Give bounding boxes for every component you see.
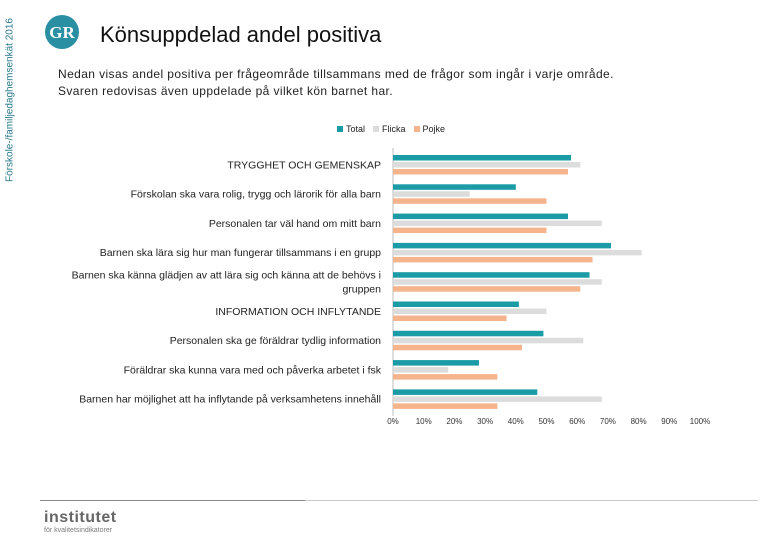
bar-total-1 (393, 184, 516, 190)
bar-flicka-0 (393, 162, 581, 168)
x-tick-label-9: 90% (661, 417, 677, 426)
legend-total: Total (337, 124, 365, 134)
footer-brand: institutet (44, 509, 117, 526)
bar-flicka-8 (393, 396, 602, 402)
legend-pojke: Pojke (413, 124, 446, 134)
page-title: Könsuppdelad andel positiva (100, 22, 382, 47)
bar-pojke-5 (393, 315, 507, 321)
category-label-4: Barnen ska känna glädjen av att lära sig… (72, 269, 381, 281)
legend-label-flicka: Flicka (382, 124, 406, 134)
page-subtitle: Nedan visas andel positiva per frågeområ… (58, 66, 738, 100)
bar-flicka-3 (393, 249, 642, 256)
bar-flicka-5 (393, 308, 547, 314)
bar-pojke-0 (393, 169, 568, 175)
footer-divider (40, 500, 758, 501)
x-tick-label-3: 30% (477, 417, 493, 426)
legend-label-pojke: Pojke (422, 124, 446, 134)
gr-logo-text: GR (49, 23, 75, 42)
bar-pojke-8 (393, 403, 498, 409)
bar-total-6 (393, 330, 544, 337)
legend-flicka: Flicka (373, 124, 406, 134)
bar-pojke-3 (393, 256, 593, 263)
bar-flicka-6 (393, 337, 584, 344)
legend-swatch-flicka (373, 126, 380, 132)
category-label-1: Förskolan ska vara rolig, trygg och läro… (131, 189, 382, 201)
bar-total-2 (393, 213, 568, 220)
bar-pojke-2 (393, 227, 547, 234)
legend-swatch-pojke (413, 126, 420, 132)
x-tick-label-0: 0% (387, 417, 399, 426)
gr-logo: GR (45, 15, 79, 49)
institutet-logo: institutet för kvalitetsindikatorer (44, 510, 117, 535)
bar-total-4 (393, 272, 590, 278)
bar-flicka-4 (393, 279, 602, 285)
x-tick-label-6: 60% (569, 417, 585, 426)
bar-pojke-4 (393, 286, 581, 292)
x-tick-label-4: 40% (508, 417, 524, 426)
category-label-4-line-1: gruppen (342, 283, 381, 295)
category-label-3: Barnen ska lära sig hur man fungerar til… (100, 247, 381, 259)
category-label-0: TRYGGHET OCH GEMENSKAP (227, 159, 381, 171)
footer-sub: för kvalitetsindikatorer (44, 527, 113, 534)
legend-label-total: Total (346, 124, 366, 134)
bar-pojke-1 (393, 198, 547, 204)
bar-total-3 (393, 242, 611, 249)
x-tick-label-1: 10% (416, 417, 432, 426)
bar-pojke-6 (393, 344, 522, 351)
x-tick-label-2: 20% (446, 417, 462, 426)
subtitle-line-2: Svaren redovisas även uppdelade på vilke… (58, 84, 394, 98)
x-tick-label-8: 80% (631, 417, 647, 426)
x-tick-label-7: 70% (600, 417, 616, 426)
category-label-8: Barnen har möjlighet att ha inflytande p… (79, 394, 381, 406)
category-label-5: INFORMATION OCH INFLYTANDE (215, 306, 381, 318)
legend-swatch-total (337, 126, 343, 132)
bar-total-7 (393, 360, 479, 366)
x-tick-label-5: 50% (538, 417, 554, 426)
bar-pojke-7 (393, 374, 498, 380)
category-label-2: Personalen tar väl hand om mitt barn (209, 218, 381, 230)
bar-total-5 (393, 301, 519, 307)
x-tick-label-10: 100% (690, 417, 710, 426)
category-label-7: Föräldrar ska kunna vara med och påverka… (124, 364, 382, 376)
bar-flicka-2 (393, 220, 602, 227)
subtitle-line-1: Nedan visas andel positiva per frågeområ… (58, 67, 614, 81)
bar-total-8 (393, 389, 538, 395)
bar-flicka-7 (393, 367, 449, 373)
footer-divider-accent (40, 500, 305, 501)
chart-legend: Total Flicka Pojke (337, 124, 445, 134)
bar-flicka-1 (393, 191, 470, 197)
bar-total-0 (393, 155, 572, 161)
category-label-6: Personalen ska ge föräldrar tydlig infor… (170, 335, 381, 347)
